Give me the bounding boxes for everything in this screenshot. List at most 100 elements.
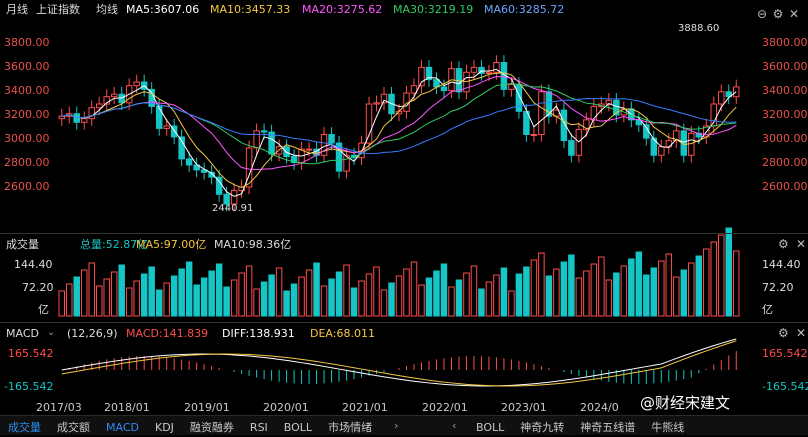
chevron-right-icon[interactable]: › (394, 419, 399, 432)
volume-bar (583, 270, 590, 317)
candle (485, 71, 493, 74)
tab-volume[interactable]: 成交量 (8, 421, 41, 434)
volume-bar (268, 274, 275, 317)
volume-bar (658, 260, 665, 317)
tab-turnover[interactable]: 成交额 (57, 421, 90, 434)
volume-bar (193, 284, 200, 317)
candle (88, 107, 95, 120)
volume-bar (463, 272, 470, 317)
candle (343, 154, 350, 172)
volume-bar (178, 268, 185, 317)
volume-bar (200, 277, 208, 317)
volume-bar (425, 277, 433, 317)
candle (253, 130, 260, 149)
volume-bar (185, 261, 193, 317)
candle (733, 86, 740, 98)
volume-bar (350, 287, 358, 317)
volume-bar (290, 283, 298, 317)
candle (508, 83, 515, 90)
tab-margin[interactable]: 融资融券 (189, 421, 234, 434)
candle (590, 105, 598, 121)
volume-bar (230, 279, 238, 317)
chart-header: 月线 上证指数 均线 MA5:3607.06 MA10:3457.33 MA20… (0, 0, 808, 21)
candle (650, 137, 658, 156)
close-icon[interactable]: ✕ (796, 326, 807, 340)
macd-selector[interactable]: MACD (6, 327, 39, 340)
chevron-left-icon[interactable]: ‹ (452, 419, 457, 432)
ma30-line (61, 83, 737, 165)
volume-bar (260, 281, 268, 317)
volume-bar (493, 274, 500, 317)
volume-bar (568, 254, 575, 317)
candle (380, 93, 388, 104)
volume-bar (313, 262, 320, 317)
candle (478, 66, 485, 75)
volume-bar (440, 263, 448, 317)
candle (365, 103, 373, 144)
candle (178, 136, 185, 160)
period-selector[interactable]: 月线 (6, 3, 28, 16)
dea-line (61, 340, 737, 387)
volume-bar (733, 250, 740, 317)
ma60-line (61, 98, 737, 155)
watermark: @财经宋建文 (640, 394, 731, 412)
candle (110, 93, 118, 98)
volume-bar (718, 234, 725, 317)
candle (350, 154, 358, 159)
volume-bar (620, 265, 628, 317)
volume-bar (530, 259, 538, 317)
candle (560, 109, 568, 142)
tab-magic-nine[interactable]: 神奇九转 (520, 421, 565, 434)
high-annotation: 3888.60 (678, 23, 720, 34)
volume-bar (508, 290, 515, 317)
volume-bar (65, 283, 73, 317)
close-icon[interactable]: ✕ (788, 7, 800, 21)
volume-bar (703, 248, 710, 317)
volume-bar (358, 280, 365, 317)
volume-bar (710, 241, 718, 317)
volume-bar (650, 267, 658, 317)
volume-bar (635, 251, 643, 317)
tab-sentiment[interactable]: 市场情绪 (328, 421, 373, 434)
volume-bar (680, 269, 688, 317)
chevron-down-icon[interactable]: ⌄ (47, 327, 56, 338)
volume-bar (103, 278, 110, 317)
candle (133, 81, 140, 87)
settings-icon[interactable]: ⚙ (778, 326, 789, 340)
tab-macd[interactable]: MACD (106, 421, 139, 434)
volume-bar (523, 266, 530, 317)
tab-boll-main[interactable]: BOLL (476, 421, 505, 434)
volume-bar (328, 278, 335, 317)
close-icon[interactable]: ✕ (796, 237, 807, 251)
minus-icon[interactable]: ⊖ (756, 7, 768, 21)
tab-magic-five[interactable]: 神奇五线谱 (580, 421, 636, 434)
volume-bar (673, 276, 680, 317)
candle (523, 110, 530, 135)
tab-rsi[interactable]: RSI (249, 421, 268, 434)
volume-bar (80, 269, 88, 317)
tab-bull-bear[interactable]: 牛熊线 (651, 421, 685, 434)
volume-bar (448, 286, 455, 317)
tab-boll[interactable]: BOLL (283, 421, 313, 434)
index-name: 上证指数 (36, 3, 80, 16)
candle (673, 130, 680, 142)
volume-bar (500, 267, 508, 317)
ma10-value: MA10:3457.33 (210, 3, 291, 16)
ma10-line (61, 72, 737, 189)
settings-icon[interactable]: ⚙ (772, 7, 784, 21)
candle (58, 115, 65, 120)
settings-icon[interactable]: ⚙ (778, 237, 789, 251)
volume-bar (613, 272, 620, 317)
candle (170, 125, 178, 138)
volume-bar (275, 267, 283, 317)
candle (118, 93, 125, 104)
candle (433, 79, 440, 88)
candle (425, 66, 433, 81)
volume-bar (73, 276, 80, 317)
candle (530, 134, 538, 136)
volume-bar (253, 288, 260, 317)
volume-bar (643, 274, 650, 317)
tab-kdj[interactable]: KDJ (154, 421, 174, 434)
ma-toggle[interactable]: 均线 (96, 3, 118, 16)
volume-bar (575, 277, 583, 317)
